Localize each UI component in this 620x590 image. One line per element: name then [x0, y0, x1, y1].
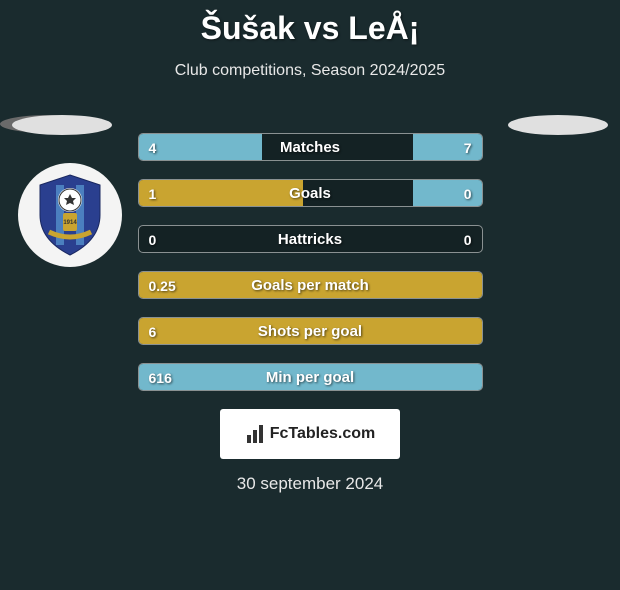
- stat-row-matches: 47Matches: [138, 133, 483, 161]
- player-photo-right: [508, 115, 608, 135]
- stat-row-shots-per-goal: 6Shots per goal: [138, 317, 483, 345]
- stat-label: Goals: [139, 180, 482, 207]
- stat-row-hattricks: 00Hattricks: [138, 225, 483, 253]
- stat-label: Min per goal: [139, 364, 482, 391]
- stat-row-min-per-goal: 616Min per goal: [138, 363, 483, 391]
- stat-label: Matches: [139, 134, 482, 161]
- shield-icon: 1914: [25, 170, 115, 260]
- stat-row-goals: 10Goals: [138, 179, 483, 207]
- stat-label: Goals per match: [139, 272, 482, 299]
- brand-box[interactable]: FcTables.com: [220, 409, 400, 459]
- stat-rows: 47Matches 10Goals 00Hattricks 0.25Goals per…: [138, 133, 483, 391]
- page-title: Šušak vs LeÅ¡: [0, 10, 620, 47]
- stat-row-goals-per-match: 0.25Goals per match: [138, 271, 483, 299]
- club-logo-left: 1914: [18, 163, 122, 267]
- stats-area: 1914 47Matches 10Goals 00Hattricks 0.25Goal…: [0, 115, 620, 391]
- stat-label: Shots per goal: [139, 318, 482, 345]
- subtitle: Club competitions, Season 2024/2025: [0, 62, 620, 80]
- player-photo-left: [12, 115, 112, 135]
- date-stamp: 30 september 2024: [0, 474, 620, 494]
- brand-label: FcTables.com: [270, 425, 376, 443]
- chart-icon: [245, 423, 267, 445]
- stat-label: Hattricks: [139, 226, 482, 253]
- svg-text:1914: 1914: [63, 220, 77, 226]
